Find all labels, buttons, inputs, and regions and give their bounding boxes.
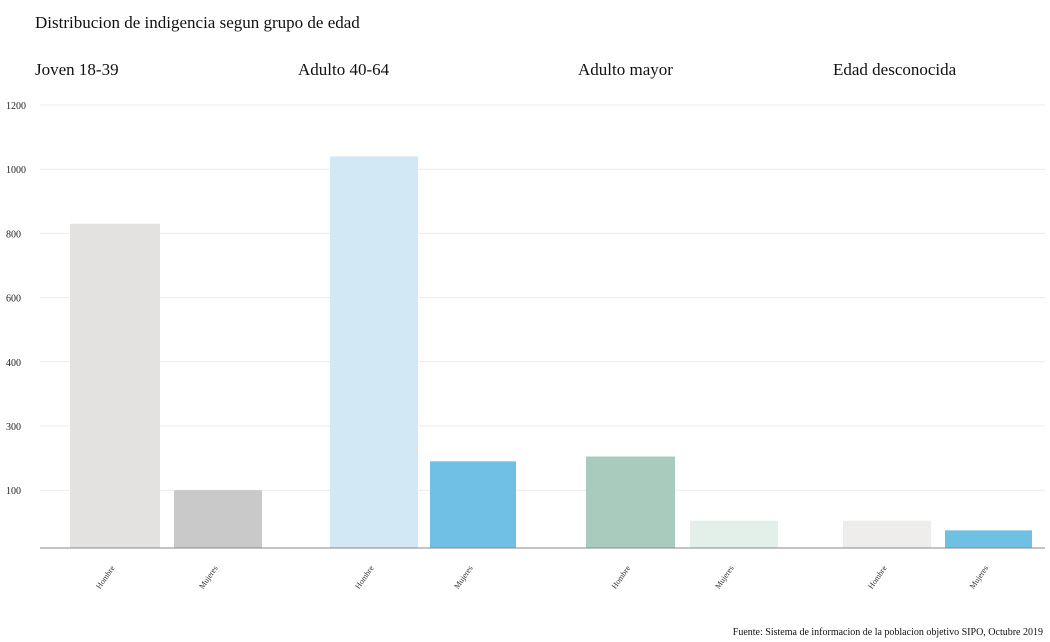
group-labels: Joven 18-39 Adulto 40-64 Adulto mayor Edad … (35, 60, 957, 79)
y-axis: 100 300 400 600 800 1000 1200 (6, 101, 26, 497)
group-label: Edad desconocida (833, 60, 957, 79)
group-label: Joven 18-39 (35, 60, 119, 79)
grid (40, 104, 1045, 491)
bar (586, 456, 675, 548)
y-tick-label: 400 (6, 358, 21, 369)
group-label: Adulto 40-64 (298, 60, 390, 79)
category-label: Mujeres (968, 564, 990, 591)
category-label: Mujeres (713, 564, 735, 591)
category-label: Hombre (94, 564, 117, 591)
bar (945, 530, 1032, 548)
bar (843, 520, 931, 548)
y-tick-label: 1200 (6, 101, 26, 112)
category-labels: Hombre Mujeres Hombre Mujeres Hombre Mujeres H… (94, 564, 990, 591)
bar (690, 520, 778, 548)
y-tick-label: 1000 (6, 165, 26, 176)
bar (330, 156, 418, 549)
bars (70, 156, 1032, 549)
y-tick-label: 300 (6, 422, 21, 433)
y-tick-label: 800 (6, 229, 21, 240)
y-tick-label: 100 (6, 486, 21, 497)
category-label: Hombre (610, 564, 633, 591)
group-label: Adulto mayor (578, 60, 673, 79)
bar (174, 490, 262, 548)
category-label: Hombre (866, 564, 889, 591)
category-label: Hombre (353, 564, 376, 591)
chart-title: Distribucion de indigencia segun grupo d… (35, 13, 360, 32)
category-label: Mujeres (452, 564, 474, 591)
bar (70, 223, 160, 548)
category-label: Mujeres (197, 564, 219, 591)
bar (430, 461, 516, 548)
y-tick-label: 600 (6, 294, 21, 305)
source-note: Fuente: Sistema de informacion de la pob… (733, 627, 1043, 638)
